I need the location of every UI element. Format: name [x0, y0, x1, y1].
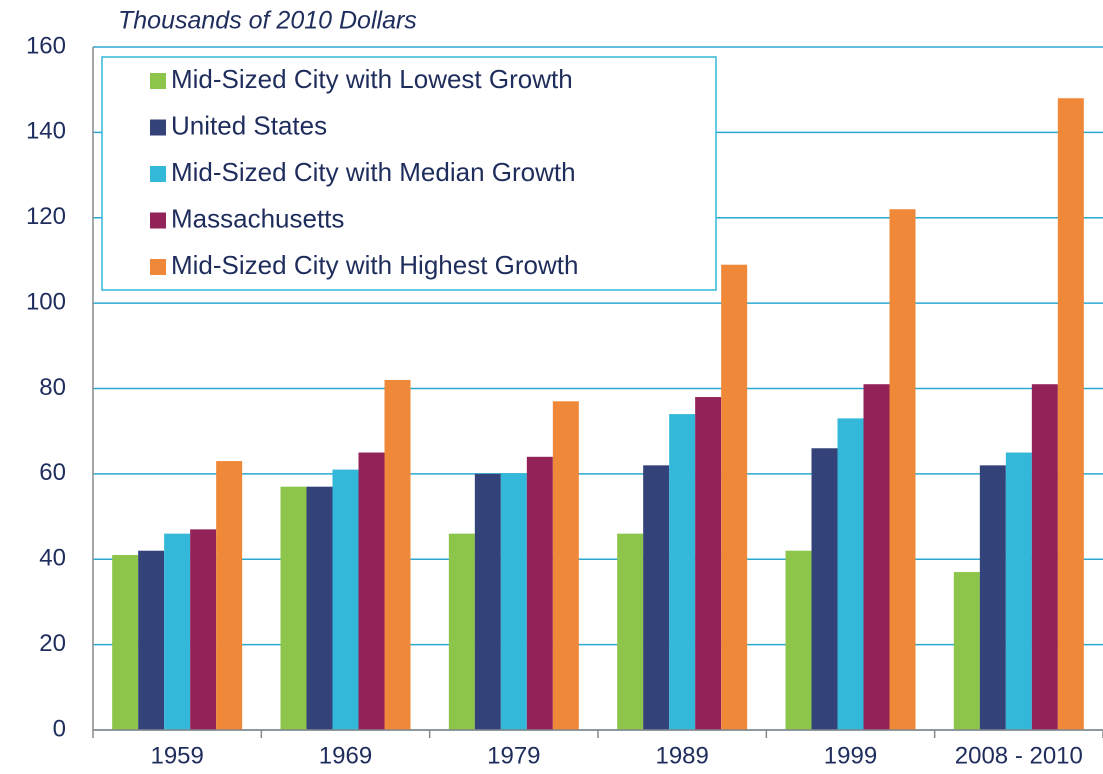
- bar: [190, 529, 217, 730]
- y-tick-label: 140: [26, 118, 66, 145]
- bar: [474, 473, 501, 730]
- bar: [721, 264, 748, 730]
- chart-title: Thousands of 2010 Dollars: [118, 7, 417, 35]
- legend-swatch: [150, 119, 166, 136]
- bar: [500, 473, 527, 730]
- bar: [112, 554, 139, 730]
- y-tick-label: 80: [39, 374, 66, 401]
- legend-box: [101, 56, 717, 291]
- x-tick-label: 1989: [655, 742, 708, 769]
- bar: [669, 414, 696, 730]
- x-tick-label: 1979: [487, 742, 540, 769]
- bar: [216, 461, 243, 730]
- y-tick-label: 60: [39, 459, 66, 486]
- bar: [953, 572, 980, 730]
- bar: [785, 550, 812, 730]
- bar: [863, 384, 890, 730]
- y-tick-label: 100: [26, 288, 66, 315]
- legend-label: Mid-Sized City with Median Growth: [171, 157, 576, 187]
- legend-label: Mid-Sized City with Highest Growth: [171, 250, 578, 280]
- bar: [643, 465, 670, 730]
- bar: [280, 486, 307, 730]
- x-tick-label: 1969: [319, 742, 372, 769]
- legend-swatch: [150, 212, 166, 229]
- bar: [306, 486, 333, 730]
- bar: [138, 550, 165, 730]
- bar: [358, 452, 385, 730]
- legend-label: Mid-Sized City with Lowest Growth: [171, 64, 573, 94]
- y-tick-label: 0: [53, 715, 66, 742]
- x-tick-label: 1959: [150, 742, 203, 769]
- bar: [448, 533, 475, 730]
- bar: [979, 465, 1006, 730]
- legend-swatch: [150, 166, 166, 182]
- y-tick-label: 40: [39, 545, 66, 572]
- legend-swatch: [150, 259, 166, 275]
- bar: [552, 401, 579, 730]
- bar: [1031, 384, 1058, 730]
- bar: [384, 379, 411, 730]
- bar: [1057, 98, 1084, 731]
- legend-label: Massachusetts: [171, 203, 344, 233]
- bar: [695, 397, 722, 730]
- legend-label: United States: [171, 110, 327, 140]
- x-tick-label: 1999: [824, 742, 877, 769]
- x-tick-label: 2008 - 2010: [955, 742, 1083, 769]
- y-tick-label: 20: [39, 630, 66, 657]
- bar: [164, 533, 191, 730]
- bar: [526, 456, 553, 730]
- legend-swatch: [150, 73, 166, 89]
- bar: [617, 533, 644, 730]
- bar: [837, 418, 864, 730]
- y-tick-label: 160: [26, 32, 66, 59]
- bar: [1005, 452, 1032, 730]
- bar: [811, 448, 838, 730]
- y-tick-label: 120: [26, 203, 66, 230]
- bar: [889, 209, 916, 730]
- bar: [332, 469, 359, 730]
